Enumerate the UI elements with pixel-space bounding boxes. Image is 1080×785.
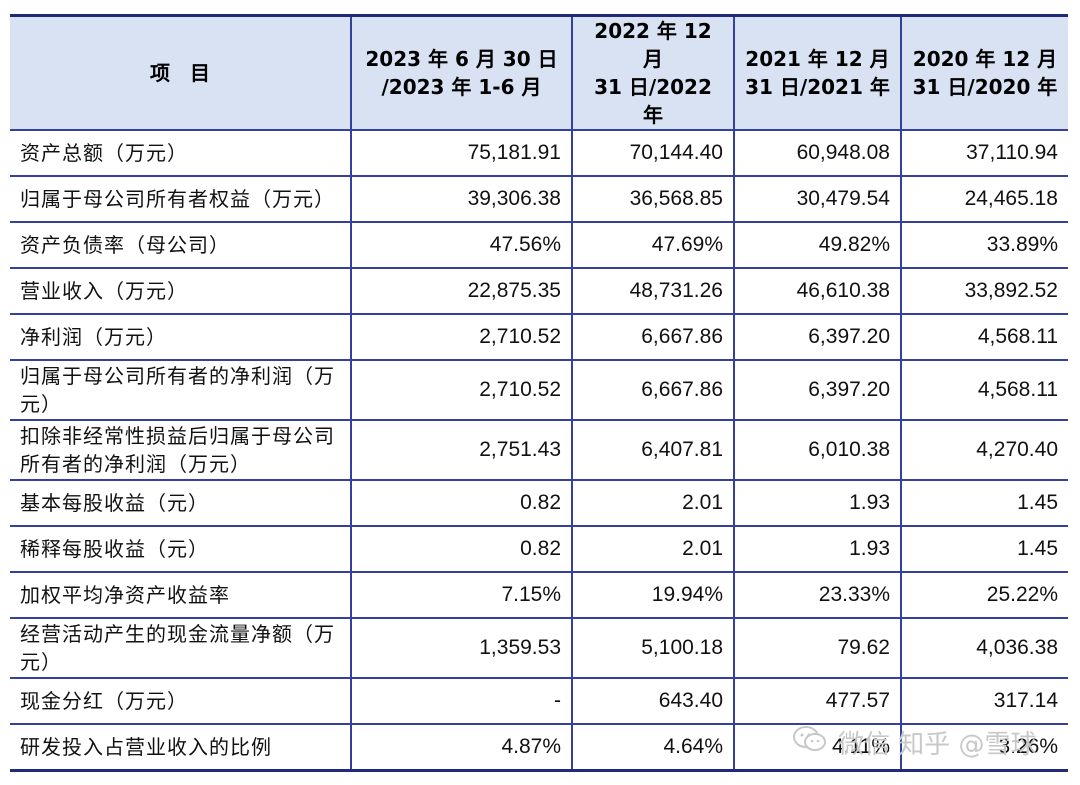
header-2023h1: 2023 年 6 月 30 日 /2023 年 1-6 月 [351, 15, 573, 131]
cell-value: 22,875.35 [351, 268, 573, 315]
header-line: 31 日/2022 年 [594, 75, 712, 127]
header-item-label: 项 目 [150, 61, 210, 85]
cell-value: 1.45 [901, 480, 1068, 527]
row-label: 稀释每股收益（元） [10, 526, 352, 573]
cell-value: 39,306.38 [351, 176, 573, 223]
cell-value: 70,144.40 [572, 130, 735, 177]
cell-value: 6,397.20 [734, 360, 902, 421]
row-label: 营业收入（万元） [10, 268, 352, 315]
cell-value: 24,465.18 [901, 176, 1068, 223]
cell-value: 1.93 [734, 480, 902, 527]
cell-value: 6,407.81 [572, 420, 735, 481]
cell-value: 317.14 [901, 678, 1068, 725]
row-label: 资产负债率（母公司） [10, 222, 352, 269]
cell-value: 2,751.43 [351, 420, 573, 481]
row-label: 现金分红（万元） [10, 678, 352, 725]
watermark: 微信 知乎 @雪球 [792, 722, 1037, 762]
cell-value: 2,710.52 [351, 360, 573, 421]
cell-value: 0.82 [351, 526, 573, 573]
row-label: 经营活动产生的现金流量净额（万元） [10, 618, 352, 679]
row-label: 基本每股收益（元） [10, 480, 352, 527]
row-label: 净利润（万元） [10, 314, 352, 361]
header-line: 2023 年 6 月 30 日 [365, 47, 558, 71]
table-row: 资产负债率（母公司） 47.56% 47.69% 49.82% 33.89% [10, 222, 1068, 269]
cell-value: 2.01 [572, 526, 735, 573]
cell-value: 25.22% [901, 572, 1068, 619]
cell-value: 4.64% [572, 724, 735, 772]
wechat-icon [792, 724, 828, 761]
table-header-row: 项 目 2023 年 6 月 30 日 /2023 年 1-6 月 2022 年… [10, 15, 1068, 131]
table-row: 经营活动产生的现金流量净额（万元） 1,359.53 5,100.18 79.6… [10, 618, 1068, 679]
table-row: 基本每股收益（元） 0.82 2.01 1.93 1.45 [10, 480, 1068, 527]
cell-value: 46,610.38 [734, 268, 902, 315]
cell-value: 1,359.53 [351, 618, 573, 679]
cell-value: 6,010.38 [734, 420, 902, 481]
row-label: 加权平均净资产收益率 [10, 572, 352, 619]
cell-value: 2,710.52 [351, 314, 573, 361]
table-row: 稀释每股收益（元） 0.82 2.01 1.93 1.45 [10, 526, 1068, 573]
row-label: 资产总额（万元） [10, 130, 352, 177]
header-item: 项 目 [10, 15, 352, 131]
cell-value: 48,731.26 [572, 268, 735, 315]
header-2021: 2021 年 12 月 31 日/2021 年 [734, 15, 902, 131]
cell-value: 33.89% [901, 222, 1068, 269]
cell-value: 6,667.86 [572, 314, 735, 361]
cell-value: 36,568.85 [572, 176, 735, 223]
cell-value: 47.69% [572, 222, 735, 269]
cell-value: 60,948.08 [734, 130, 902, 177]
table-row: 营业收入（万元） 22,875.35 48,731.26 46,610.38 3… [10, 268, 1068, 315]
header-line: 2022 年 12 月 [594, 19, 712, 71]
cell-value: 6,667.86 [572, 360, 735, 421]
cell-value: 30,479.54 [734, 176, 902, 223]
cell-value: 4,568.11 [901, 360, 1068, 421]
cell-value: 0.82 [351, 480, 573, 527]
cell-value: 19.94% [572, 572, 735, 619]
table-row: 扣除非经常性损益后归属于母公司所有者的净利润（万元） 2,751.43 6,40… [10, 420, 1068, 481]
cell-value: 4.87% [351, 724, 573, 772]
cell-value: 47.56% [351, 222, 573, 269]
cell-value: 643.40 [572, 678, 735, 725]
cell-value: 4,270.40 [901, 420, 1068, 481]
cell-value: 49.82% [734, 222, 902, 269]
header-2020: 2020 年 12 月 31 日/2020 年 [901, 15, 1068, 131]
table-row: 归属于母公司所有者权益（万元） 39,306.38 36,568.85 30,4… [10, 176, 1068, 223]
cell-value: 5,100.18 [572, 618, 735, 679]
cell-value: 33,892.52 [901, 268, 1068, 315]
cell-value: 23.33% [734, 572, 902, 619]
cell-value: 4,568.11 [901, 314, 1068, 361]
cell-value: 2.01 [572, 480, 735, 527]
header-line: 2021 年 12 月 [745, 47, 890, 71]
cell-value: 6,397.20 [734, 314, 902, 361]
cell-value: 75,181.91 [351, 130, 573, 177]
header-line: 2020 年 12 月 [912, 47, 1058, 71]
cell-value: 79.62 [734, 618, 902, 679]
row-label: 研发投入占营业收入的比例 [10, 724, 352, 772]
row-label: 归属于母公司所有者权益（万元） [10, 176, 352, 223]
table-row: 现金分红（万元） - 643.40 477.57 317.14 [10, 678, 1068, 725]
header-line: /2023 年 1-6 月 [381, 75, 542, 99]
cell-value: 4,036.38 [901, 618, 1068, 679]
cell-value: 3.26% [901, 724, 1068, 772]
cell-value: 1.45 [901, 526, 1068, 573]
financial-table: 项 目 2023 年 6 月 30 日 /2023 年 1-6 月 2022 年… [10, 14, 1068, 772]
header-2022: 2022 年 12 月 31 日/2022 年 [572, 15, 735, 131]
row-label: 扣除非经常性损益后归属于母公司所有者的净利润（万元） [10, 420, 352, 481]
cell-value: 477.57 [734, 678, 902, 725]
table-row: 资产总额（万元） 75,181.91 70,144.40 60,948.08 3… [10, 130, 1068, 177]
watermark-text: 微信 知乎 @雪球 [838, 729, 1037, 760]
header-line: 31 日/2020 年 [912, 75, 1058, 99]
cell-value: 37,110.94 [901, 130, 1068, 177]
table-row: 研发投入占营业收入的比例 4.87% 4.64% 4.11% 3.26% [10, 724, 1068, 772]
row-label: 归属于母公司所有者的净利润（万元） [10, 360, 352, 421]
table-row: 归属于母公司所有者的净利润（万元） 2,710.52 6,667.86 6,39… [10, 360, 1068, 421]
cell-value: 1.93 [734, 526, 902, 573]
table-row: 加权平均净资产收益率 7.15% 19.94% 23.33% 25.22% [10, 572, 1068, 619]
cell-value: 7.15% [351, 572, 573, 619]
table-row: 净利润（万元） 2,710.52 6,667.86 6,397.20 4,568… [10, 314, 1068, 361]
header-line: 31 日/2021 年 [745, 75, 890, 99]
financial-table-container: 项 目 2023 年 6 月 30 日 /2023 年 1-6 月 2022 年… [10, 14, 1068, 772]
cell-value: - [351, 678, 573, 725]
